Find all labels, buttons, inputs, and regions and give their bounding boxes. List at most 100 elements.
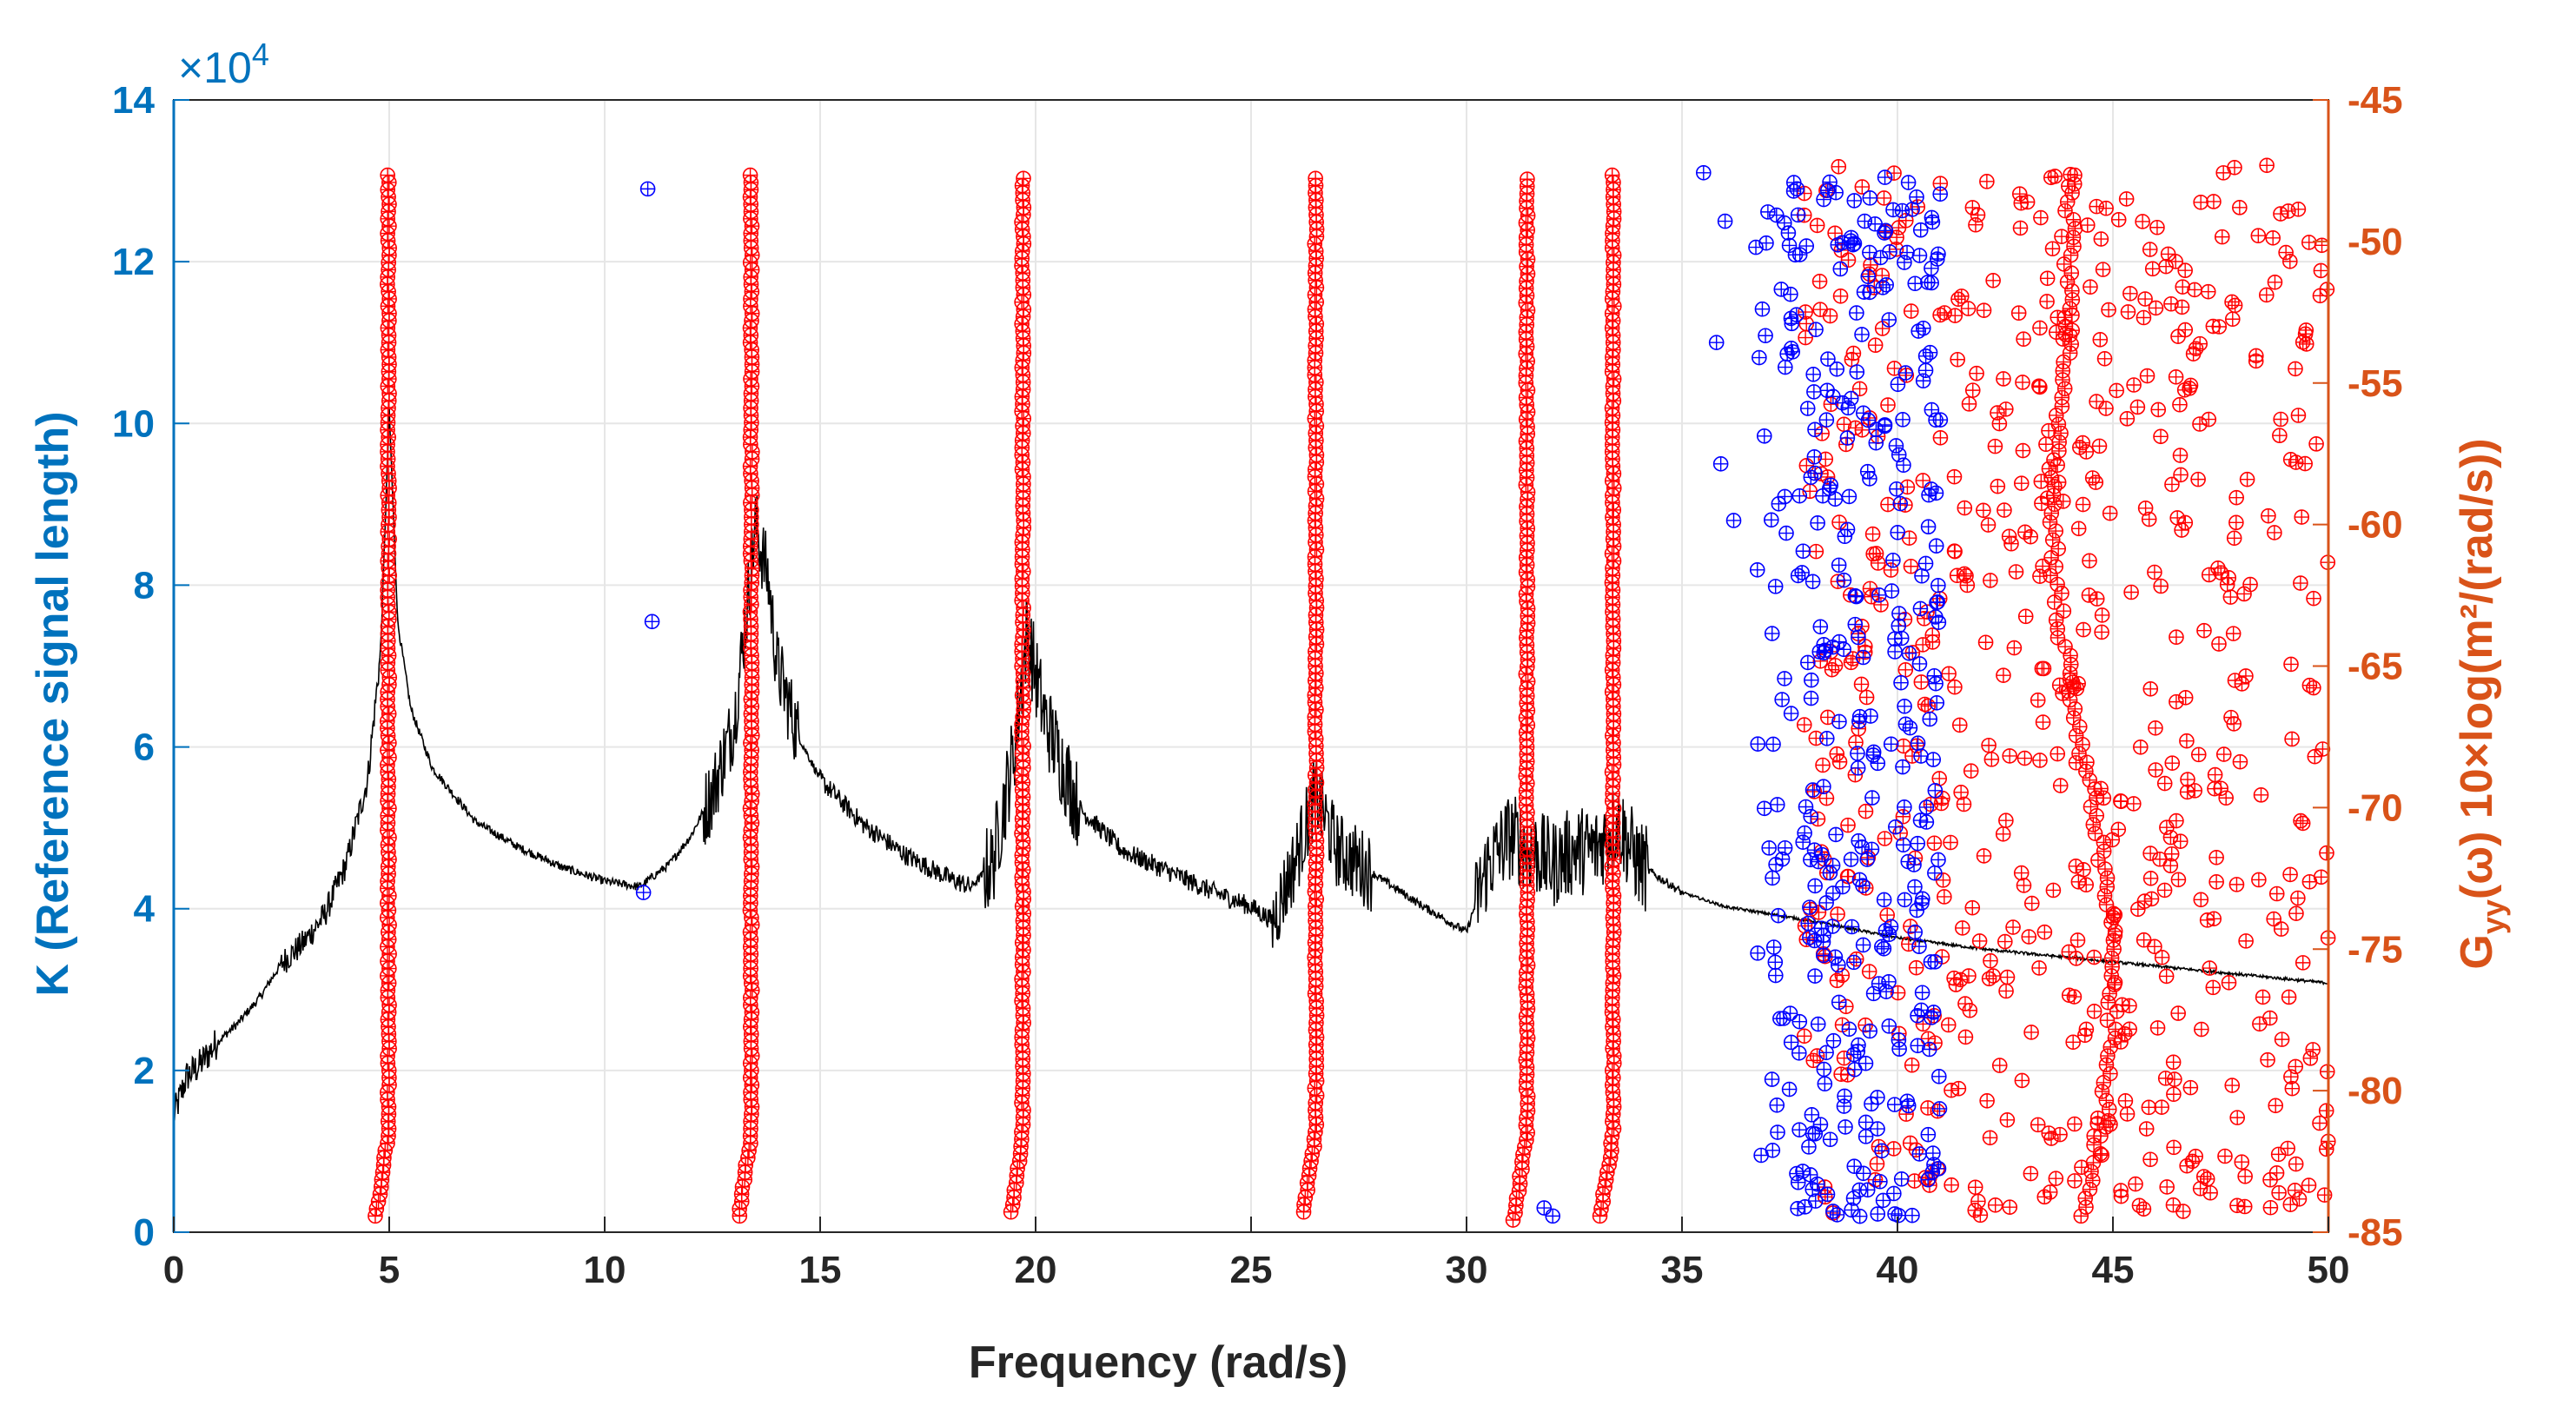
red-marker	[2089, 200, 2103, 214]
red-marker	[2087, 951, 2101, 965]
red-marker	[2230, 1111, 2244, 1124]
red-marker	[2102, 303, 2116, 317]
red-marker	[1998, 935, 2012, 949]
red-marker	[2225, 1078, 2239, 1092]
red-marker	[2079, 1022, 2093, 1036]
red-marker	[2178, 263, 2192, 277]
red-marker	[2062, 945, 2076, 958]
red-marker	[1970, 367, 1983, 381]
red-marker	[2263, 1011, 2277, 1025]
red-marker	[1813, 302, 1827, 316]
red-marker	[2090, 592, 2104, 606]
red-marker	[1948, 680, 1962, 694]
red-marker	[2294, 576, 2308, 590]
red-marker	[2016, 332, 2030, 346]
red-marker	[1308, 171, 1322, 185]
red-marker	[2171, 1006, 2185, 1020]
red-marker	[1606, 169, 1619, 182]
red-marker	[2118, 1094, 2132, 1108]
red-marker	[2183, 1081, 2197, 1095]
red-marker	[1853, 381, 1867, 395]
red-marker	[1841, 819, 1855, 832]
red-marker	[2223, 590, 2237, 604]
red-marker	[2228, 298, 2242, 312]
red-marker	[2267, 912, 2281, 926]
red-marker	[2291, 408, 2305, 422]
red-marker	[2209, 875, 2223, 889]
red-marker	[2181, 785, 2195, 799]
red-marker	[1866, 527, 1880, 541]
red-marker	[1973, 1208, 1987, 1222]
red-marker	[2295, 510, 2308, 524]
red-marker	[2127, 378, 2141, 392]
red-marker	[2222, 976, 2236, 990]
red-marker	[2203, 1186, 2217, 1200]
red-marker	[2309, 437, 2323, 451]
red-marker	[2046, 883, 2060, 897]
red-marker	[2023, 530, 2037, 544]
red-marker	[2192, 747, 2206, 761]
red-marker	[2076, 498, 2090, 512]
red-marker	[1914, 675, 1928, 689]
red-marker	[2165, 477, 2179, 491]
red-marker	[2306, 1043, 2320, 1057]
red-marker	[1863, 965, 1877, 978]
red-marker	[2163, 859, 2177, 872]
red-marker	[1877, 832, 1891, 846]
red-marker	[2169, 695, 2183, 709]
red-marker	[2099, 401, 2113, 415]
red-marker	[2225, 295, 2239, 308]
red-marker	[1999, 813, 2013, 827]
red-marker	[2226, 312, 2240, 326]
red-marker	[1973, 934, 1987, 948]
red-marker	[2136, 215, 2149, 229]
red-marker	[2093, 333, 2107, 347]
red-marker	[2068, 1174, 2082, 1188]
red-marker	[1958, 1030, 1972, 1044]
red-marker	[2142, 1100, 2155, 1114]
red-marker	[2120, 192, 2134, 206]
red-marker	[2019, 609, 2033, 623]
red-marker	[1957, 501, 1971, 515]
red-marker	[1986, 274, 2000, 288]
red-marker	[2082, 588, 2096, 602]
red-marker	[1298, 1190, 1312, 1204]
red-marker	[2167, 1140, 2181, 1154]
red-marker	[2233, 755, 2247, 769]
red-marker	[2273, 428, 2287, 442]
red-marker	[1983, 972, 1997, 985]
red-marker	[2017, 752, 2031, 766]
red-marker	[2284, 657, 2298, 671]
red-marker	[2263, 1201, 2277, 1215]
red-marker	[1813, 275, 1827, 288]
red-marker	[2012, 306, 2026, 320]
red-marker	[2173, 398, 2187, 412]
red-marker	[2149, 301, 2162, 315]
red-marker	[2249, 354, 2263, 368]
red-marker	[2308, 750, 2321, 764]
red-marker	[2169, 370, 2183, 384]
red-marker	[2261, 509, 2275, 523]
red-marker	[2215, 230, 2229, 244]
red-marker	[2136, 311, 2150, 325]
red-marker	[2089, 475, 2103, 489]
red-marker	[1969, 1180, 1983, 1194]
red-marker	[2175, 280, 2189, 294]
red-marker	[1997, 827, 2010, 841]
red-marker	[2049, 1171, 2063, 1185]
red-marker	[1965, 201, 1979, 215]
red-marker	[2109, 383, 2123, 397]
red-marker	[1881, 398, 1895, 412]
red-marker	[2208, 768, 2222, 782]
red-marker	[2229, 491, 2243, 505]
red-marker	[2155, 1100, 2169, 1114]
red-marker	[2046, 242, 2060, 255]
red-marker	[2291, 202, 2305, 216]
red-marker	[2054, 779, 2068, 793]
red-marker	[2296, 956, 2310, 970]
red-marker	[2227, 627, 2241, 640]
red-marker	[1824, 309, 1838, 323]
red-marker	[2034, 211, 2048, 225]
red-marker	[1809, 545, 1823, 559]
red-marker	[1896, 810, 1910, 824]
